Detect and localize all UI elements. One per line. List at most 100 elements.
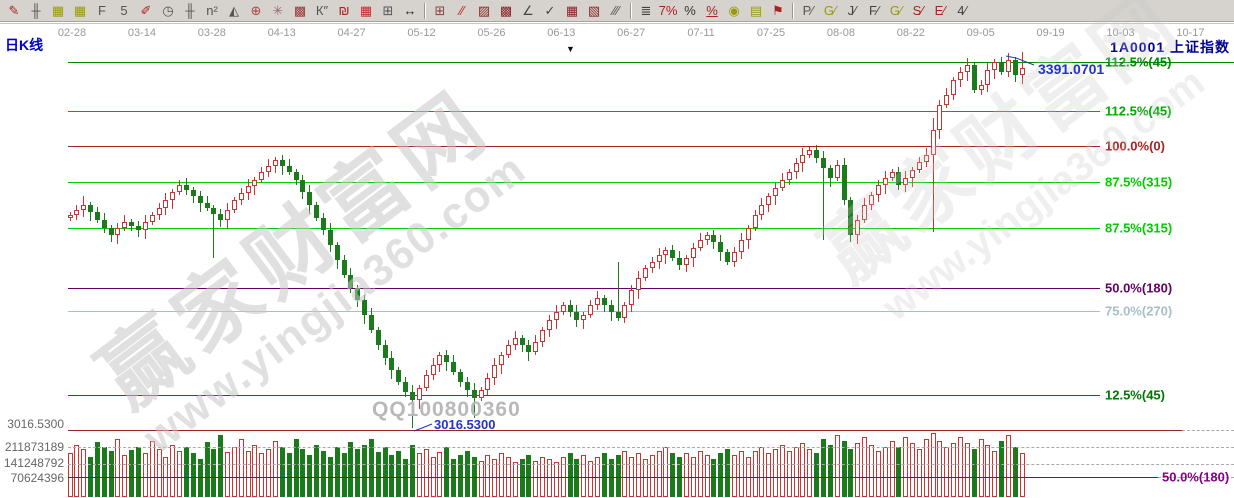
candle-body[interactable] xyxy=(293,172,299,180)
candle-body[interactable] xyxy=(389,358,395,370)
n2-grid-icon[interactable]: n² xyxy=(206,2,218,18)
candle-body[interactable] xyxy=(81,205,87,210)
candle-body[interactable] xyxy=(594,298,600,305)
volume-bar[interactable] xyxy=(896,447,902,497)
ruler-123-icon[interactable]: ⊞ xyxy=(382,2,394,18)
candle-body[interactable] xyxy=(307,192,313,205)
gold-comb-icon[interactable]: ▦ xyxy=(51,2,65,18)
volume-bar[interactable] xyxy=(512,462,518,497)
volume-bar[interactable] xyxy=(266,449,272,497)
volume-bar[interactable] xyxy=(129,450,135,497)
volume-bar[interactable] xyxy=(910,443,916,497)
candle-body[interactable] xyxy=(978,85,984,90)
volume-bar[interactable] xyxy=(170,445,176,497)
volume-bar[interactable] xyxy=(766,453,772,497)
volume-bar[interactable] xyxy=(875,451,881,497)
volume-bar[interactable] xyxy=(320,451,326,497)
volume-bar[interactable] xyxy=(930,433,936,497)
candle-body[interactable] xyxy=(348,275,354,288)
volume-bar[interactable] xyxy=(731,455,737,497)
clock-grid-icon[interactable]: ◷ xyxy=(162,2,174,18)
volume-bar[interactable] xyxy=(779,445,785,497)
candle-body[interactable] xyxy=(766,196,772,205)
candle-body[interactable] xyxy=(855,220,861,235)
candle-body[interactable] xyxy=(286,166,292,172)
volume-bar[interactable] xyxy=(711,459,717,497)
zigzag-check-icon[interactable]: ✓ xyxy=(544,2,556,18)
volume-bar[interactable] xyxy=(663,447,669,497)
candle-body[interactable] xyxy=(279,160,285,166)
volume-bar[interactable] xyxy=(697,451,703,497)
candle-body[interactable] xyxy=(841,165,847,200)
volume-bar[interactable] xyxy=(999,441,1005,497)
shaded-box-icon[interactable]: ▨ xyxy=(477,2,491,18)
candle-body[interactable] xyxy=(615,312,621,318)
candle-body[interactable] xyxy=(471,390,477,398)
starburst-icon[interactable]: ✳ xyxy=(272,2,284,18)
candle-body[interactable] xyxy=(1019,68,1025,75)
candle-body[interactable] xyxy=(273,160,278,166)
volume-bar[interactable] xyxy=(951,443,957,497)
volume-bar[interactable] xyxy=(341,453,347,497)
candle-body[interactable] xyxy=(74,210,80,215)
candle-body[interactable] xyxy=(211,208,217,214)
candle-body[interactable] xyxy=(533,342,539,352)
fan-lines-icon[interactable]: ⁄⁄ xyxy=(459,2,465,18)
volume-bar[interactable] xyxy=(684,453,689,497)
candle-body[interactable] xyxy=(910,170,916,178)
volume-bar[interactable] xyxy=(225,452,231,497)
candle-body[interactable] xyxy=(88,205,94,212)
candle-body[interactable] xyxy=(684,258,689,265)
candle-body[interactable] xyxy=(821,158,826,168)
avg-slash-icon[interactable]: P⁄ xyxy=(802,2,814,18)
candle-body[interactable] xyxy=(882,178,888,185)
volume-bar[interactable] xyxy=(848,449,854,497)
candle-body[interactable] xyxy=(827,168,833,178)
candle-body[interactable] xyxy=(889,172,895,178)
volume-bar[interactable] xyxy=(286,453,292,497)
candle-body[interactable] xyxy=(903,178,909,185)
candle-body[interactable] xyxy=(266,166,272,172)
volume-bar[interactable] xyxy=(553,462,559,497)
volume-bar[interactable] xyxy=(136,447,141,497)
candle-body[interactable] xyxy=(834,165,840,178)
brush-icon[interactable]: ✎ xyxy=(8,2,20,18)
volume-bar[interactable] xyxy=(355,449,361,497)
volume-bar[interactable] xyxy=(574,459,580,497)
volume-bar[interactable] xyxy=(204,442,210,497)
percent-icon[interactable]: % xyxy=(684,2,696,18)
volume-bar[interactable] xyxy=(985,445,991,497)
volume-bar[interactable] xyxy=(423,449,429,497)
candle-body[interactable] xyxy=(745,228,751,240)
candle-body[interactable] xyxy=(773,188,779,196)
candle-body[interactable] xyxy=(800,155,806,163)
dense-grid-icon[interactable]: ▦ xyxy=(565,2,579,18)
candle-body[interactable] xyxy=(725,252,731,262)
volume-bar[interactable] xyxy=(396,451,402,497)
parallel-lines-icon[interactable]: ⁄⁄⁄ xyxy=(612,2,620,18)
candle-body[interactable] xyxy=(567,305,573,312)
candle-body[interactable] xyxy=(704,235,710,240)
hatch-box-icon[interactable]: ▩ xyxy=(499,2,513,18)
volume-bar[interactable] xyxy=(786,451,792,497)
volume-bar[interactable] xyxy=(793,447,799,497)
volume-bar[interactable] xyxy=(964,443,970,497)
five-comb-icon[interactable]: 5 xyxy=(120,2,128,18)
candle-body[interactable] xyxy=(718,242,724,252)
volume-bar[interactable] xyxy=(608,459,614,497)
volume-bar[interactable] xyxy=(74,445,80,497)
comb-icon[interactable]: ╫ xyxy=(185,2,195,18)
candle-body[interactable] xyxy=(923,155,929,162)
candle-body[interactable] xyxy=(94,212,100,220)
candle-body[interactable] xyxy=(403,382,409,392)
candle-body[interactable] xyxy=(149,215,155,222)
candle-body[interactable] xyxy=(588,305,594,315)
volume-bar[interactable] xyxy=(108,451,114,497)
red-pencil-icon[interactable]: ✐ xyxy=(140,2,152,18)
candle-body[interactable] xyxy=(697,240,703,248)
volume-bar[interactable] xyxy=(738,451,744,497)
volume-bar[interactable] xyxy=(916,449,922,497)
candle-body[interactable] xyxy=(656,255,662,262)
volume-bar[interactable] xyxy=(437,452,443,497)
volume-bar[interactable] xyxy=(293,439,299,497)
